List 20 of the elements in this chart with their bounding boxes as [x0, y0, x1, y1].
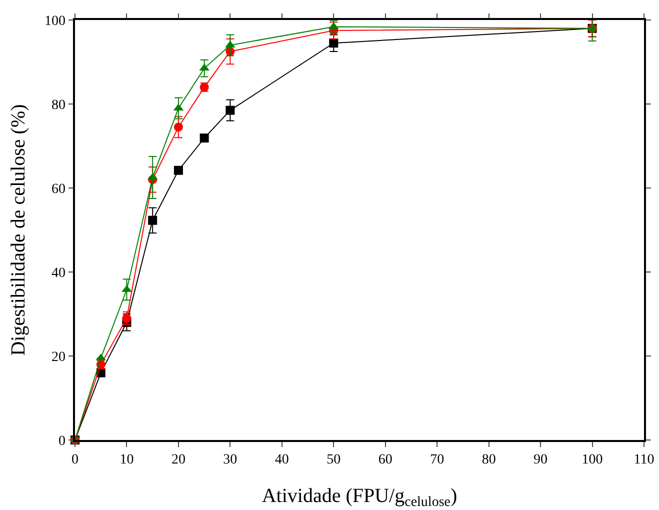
- x-tick-label: 30: [223, 452, 238, 468]
- x-axis-title: Atividade (FPU/g$_{celulose}$): [262, 484, 458, 510]
- x-tick-label: 70: [430, 452, 444, 468]
- x-tick-label: 90: [534, 452, 548, 468]
- x-tick-label: 20: [171, 452, 186, 468]
- x-tick-label: 80: [482, 452, 496, 468]
- y-tick-label: 100: [44, 14, 66, 29]
- x-tick-label: 10: [120, 452, 134, 468]
- y-tick-label: 0: [58, 434, 66, 449]
- y-tick-label: 80: [51, 98, 66, 113]
- x-tick-label: 110: [634, 452, 654, 468]
- x-tick-label: 100: [582, 452, 603, 468]
- x-tick-label: 60: [378, 452, 392, 468]
- y-tick-label: 60: [51, 182, 66, 197]
- x-tick-label: 40: [274, 452, 289, 468]
- y-tick-label: 40: [51, 266, 66, 281]
- y-tick-label: 20: [51, 350, 66, 365]
- x-tick-label: 50: [326, 452, 341, 468]
- x-tick-label: 0: [72, 452, 78, 468]
- y-axis-title: Digestibilidade de celulose (%): [8, 104, 30, 356]
